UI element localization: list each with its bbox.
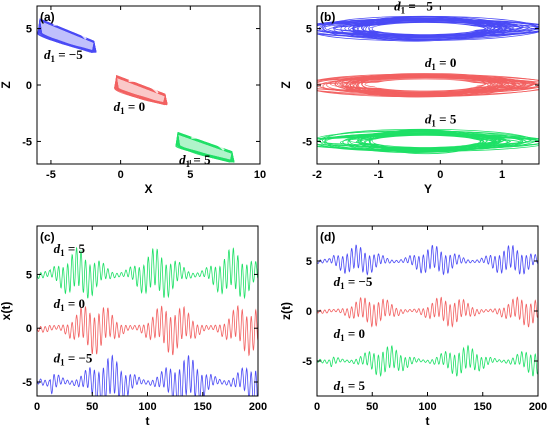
timeseries-0 [317,244,538,276]
x-tick-label: 5 [187,169,193,181]
timeseries-2 [317,344,538,377]
series-annotation: d1 = −5 [54,351,93,368]
attractor-0 [37,18,97,54]
y-tick-label: -5 [22,136,32,148]
x-tick-label: 150 [474,401,492,413]
x-tick-label: 50 [366,401,378,413]
plot-area [317,244,538,377]
x-axis-label: t [426,414,430,428]
loop-hole [372,135,478,148]
x-axis-label: Y [424,182,432,196]
series-annotation: d1 = 5 [179,152,211,169]
x-tick-label: -2 [312,169,322,181]
y-tick-label: 0 [26,80,32,92]
x-tick-label: 200 [249,401,267,413]
y-axis-label: z(t) [279,302,293,320]
x-tick-label: -1 [374,169,384,181]
y-tick-label: 5 [26,269,32,281]
series-annotation: d1 = 5 [334,378,366,395]
x-axis-label: X [144,182,152,196]
loop [318,20,531,36]
x-tick-label: 100 [418,401,436,413]
y-tick-label: -5 [302,136,312,148]
series-annotation: d1 = −5 [334,274,373,291]
panel-b: -2 -1 0 1 -5 0 5 Y Z (b) d1 = −5 d1 = 0 d1 = 5 [279,0,540,196]
series-annotation: d1 = −5 [394,0,433,16]
loop [355,76,499,96]
x-tick-label: 100 [138,401,156,413]
loop [317,130,538,152]
y-tick-label: 0 [306,306,312,318]
loop [317,134,539,150]
loop-hole [372,79,478,91]
timeseries-0 [37,246,258,300]
loop-series-2 [317,128,539,155]
x-tick-label: 0 [118,169,124,181]
panel-label: (d) [320,230,335,244]
y-axis-label: x(t) [0,302,13,321]
y-tick-label: 5 [306,24,312,36]
loop [352,16,493,41]
attractor-highlight [53,23,87,40]
loop [318,21,539,37]
loop-hole [372,22,478,35]
timeseries-1 [317,296,538,328]
plot-area [37,18,235,163]
y-tick-label: 0 [26,323,32,335]
x-tick-label: 0 [314,401,320,413]
loop [352,74,493,95]
plot-area [37,246,258,396]
series-annotation: d1 = 0 [54,296,85,313]
loop [341,77,522,91]
x-tick-label: 1 [499,169,505,181]
series-annotation: d1 = −5 [44,47,83,64]
loop [368,16,497,40]
series-annotation: d1 = 5 [425,111,457,128]
series-annotation: d1 = 0 [425,55,456,72]
loop [349,80,496,90]
loop [352,23,501,34]
loop-series-1 [317,72,539,98]
panel-label: (b) [320,10,335,24]
series-annotation: d1 = 0 [334,326,365,343]
panel-d: 0 50 100 150 200 -5 0 5 t z(t) (d) d1 = −5 d1 = 0 d1 … [279,225,547,428]
series-annotation: d1 = 5 [54,241,86,258]
x-tick-label: 0 [34,401,40,413]
loop-series-0 [317,15,539,42]
series-annotation: d1 = 0 [114,99,145,116]
y-tick-label: 0 [306,80,312,92]
x-tick-label: 50 [86,401,98,413]
panel-label: (a) [40,10,55,24]
timeseries-1 [37,304,258,357]
y-tick-label: -5 [22,377,32,389]
panel-label: (c) [40,230,55,244]
y-axis-label: Z [0,81,13,88]
timeseries-2 [37,354,258,396]
y-tick-label: 5 [306,256,312,268]
attractor-highlight [191,136,225,151]
attractor-1 [114,75,168,106]
loop [359,134,497,147]
panel-a: -5 0 5 10 -5 0 5 X Z (a) d1 = −5 d1 = 0 d1 = 5 [0,5,266,196]
x-tick-label: 200 [529,401,547,413]
loop [317,74,539,97]
loop [323,15,539,41]
x-tick-label: -5 [46,169,56,181]
x-tick-label: 10 [254,169,266,181]
plot-area [317,15,539,155]
attractor-2 [175,131,235,163]
loop [317,73,539,98]
loop [361,75,499,94]
x-tick-label: 150 [194,401,212,413]
y-tick-label: -5 [302,356,312,368]
attractor-highlight [128,79,159,94]
loop [348,132,501,150]
x-tick-label: 0 [437,169,443,181]
y-tick-label: 5 [26,24,32,36]
y-axis-label: Z [279,81,293,88]
x-axis-label: t [146,414,150,428]
